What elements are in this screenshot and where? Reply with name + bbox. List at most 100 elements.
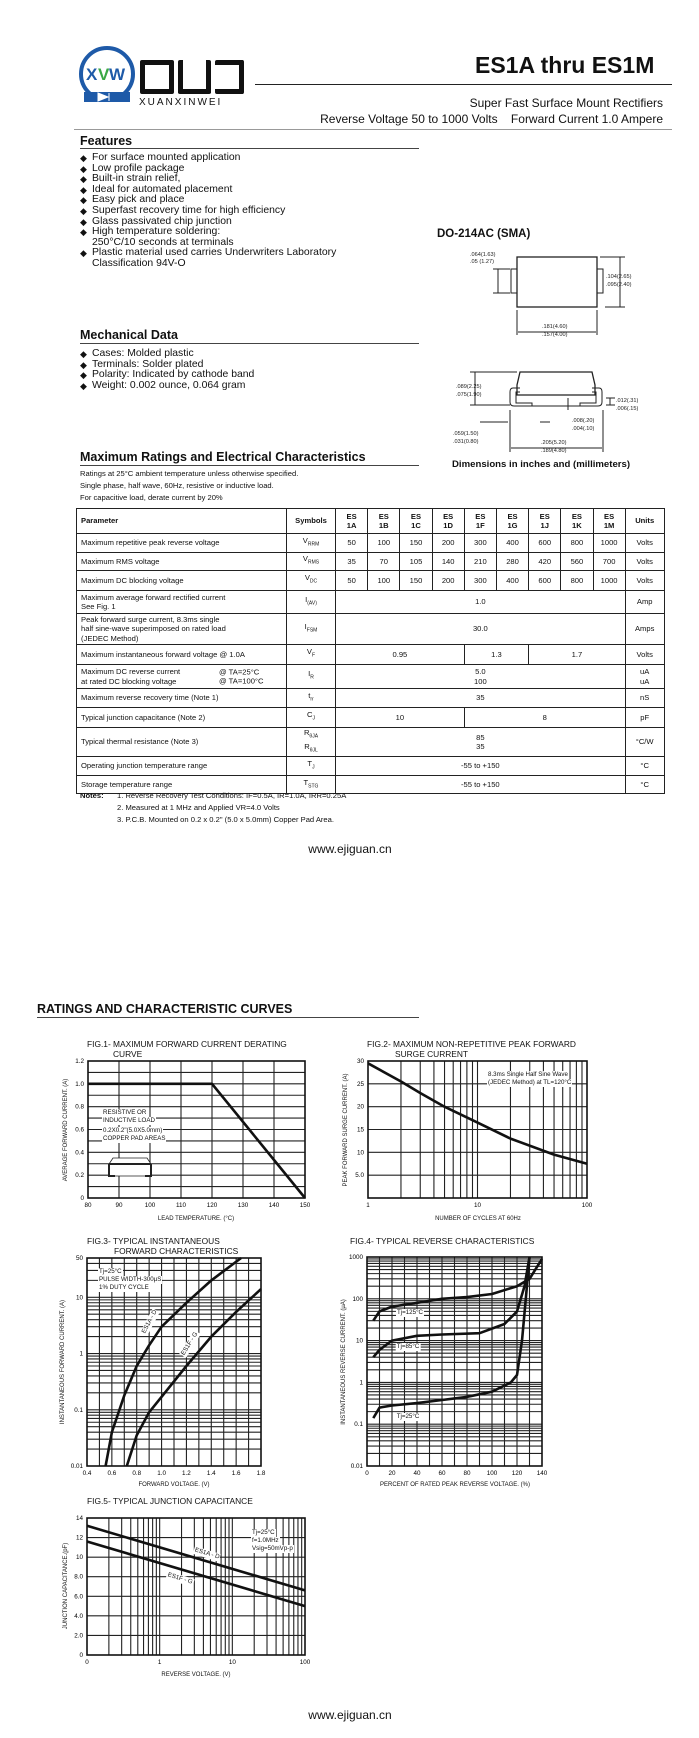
symbol: T <box>307 759 313 769</box>
x-tick-label: 110 <box>176 1202 187 1209</box>
curves-rule <box>37 1017 419 1018</box>
plot-frame <box>87 1060 306 1199</box>
ratings-condition: Single phase, half wave, 60Hz, resistive… <box>80 481 274 490</box>
list-item-text: Terminals: Solder plated <box>92 358 204 370</box>
symbol: t <box>308 690 311 700</box>
y-tick-label: 0 <box>79 1652 83 1659</box>
param-cell: Peak forward surge current, 8.3ms single… <box>76 613 287 645</box>
dim-label: .05 (1.27) <box>470 259 494 265</box>
param-text: Operating junction temperature range <box>81 761 208 771</box>
table-header-row: Parameter Symbols ES 1A ES 1B ES 1C ES 1D ES 1… <box>76 508 665 534</box>
y-tick-label: 0.6 <box>75 1127 84 1134</box>
bullet-icon: ◆ <box>80 195 87 206</box>
bullet-icon: ◆ <box>80 174 87 185</box>
features-rule <box>80 148 419 149</box>
x-tick-label: 60 <box>438 1470 446 1477</box>
ratings-condition: Ratings at 25°C ambient temperature unle… <box>80 469 299 478</box>
list-item: ◆ Weight: 0.002 ounce, 0.064 gram <box>80 379 254 392</box>
list-item: ◆ Low profile package <box>80 163 336 175</box>
list-item: ◆ For surface mounted application <box>80 152 336 164</box>
value-cell: 140 <box>431 552 465 571</box>
logo-mark: X <box>86 65 98 84</box>
symbol: R <box>304 742 310 752</box>
x-tick-label: 1.6 <box>232 1470 241 1477</box>
value-cell: 1000 <box>592 570 626 591</box>
symbol-cell: CJ <box>286 707 336 728</box>
plot-frame <box>86 1257 262 1467</box>
logo-cn-glyphs <box>140 60 245 94</box>
curves-heading: RATINGS AND CHARACTERISTIC CURVES <box>37 1002 293 1016</box>
header-device: ES 1K <box>560 508 594 534</box>
table-row: Maximum instantaneous forward voltage @ … <box>76 644 665 665</box>
y-tick-label: 0.01 <box>351 1463 364 1470</box>
x-tick-label: 140 <box>269 1202 280 1209</box>
list-item-text: Polarity: Indicated by cathode band <box>92 369 255 381</box>
symbol-subscript: (AV) <box>307 600 317 607</box>
x-axis-label: LEAD TEMPERATURE. (°C) <box>157 1216 235 1222</box>
symbol-cell: trr <box>286 688 336 708</box>
chart-2-plot: 1 10 100 5.0 10 15 20 25 30 <box>355 1058 593 1209</box>
y-tick-label: 0.1 <box>354 1421 363 1428</box>
symbol-subscript: FSM <box>306 627 318 634</box>
plot-frame <box>367 1060 588 1199</box>
list-item: ◆ Plastic material used carries Underwrit… <box>80 248 336 269</box>
symbol-subscript: RMS <box>307 560 320 566</box>
param-text: Maximum average forward rectified curren… <box>81 592 226 612</box>
ratings-rule <box>80 465 419 466</box>
value-cell: 100 <box>367 533 401 553</box>
header-rule <box>74 129 672 130</box>
dim-label: .064(1.63) <box>470 252 496 258</box>
x-tick-label: 1.0 <box>157 1470 166 1477</box>
param-text: Maximum DC reverse current at rated DC b… <box>81 667 181 686</box>
footer-site: www.ejiguan.cn <box>308 1708 392 1722</box>
table-row: Maximum average forward rectified curren… <box>76 590 665 614</box>
ratings-condition: For capacitive load, derate current by 2… <box>80 493 223 502</box>
chart-title: FORWARD CHARACTERISTICS <box>114 1246 239 1256</box>
dim-label: .059(1.50) <box>453 431 479 437</box>
company-logo: X V W <box>79 46 135 102</box>
dim-label: .004(.10) <box>572 426 595 432</box>
value-cell: 5.0 100 <box>335 664 626 689</box>
table-row: Typical thermal resistance (Note 3) RθJA R… <box>76 726 665 758</box>
y-axis-label: PEAK FORWARD SURGE CURRENT. (A) <box>343 1073 349 1187</box>
x-tick-label: 0 <box>85 1659 89 1666</box>
y-tick-label: 1.0 <box>75 1081 84 1088</box>
value-cell: 600 <box>528 570 562 591</box>
param-text: Maximum RMS voltage <box>81 556 160 566</box>
value-cell: 105 <box>399 552 433 571</box>
package-caption: Dimensions in inches and (millimeters) <box>452 459 631 470</box>
list-item: ◆ Polarity: Indicated by cathode band <box>80 369 255 381</box>
value-cell: 200 <box>431 570 465 591</box>
y-tick-label: 4.0 <box>74 1613 83 1620</box>
list-item: ◆ Cases: Molded plastic <box>80 348 254 360</box>
param-text: Typical thermal resistance (Note 3) <box>81 737 199 747</box>
y-tick-label: 10 <box>357 1149 365 1156</box>
x-tick-label: 120 <box>512 1470 523 1477</box>
chart-annotation: Tj=25°C <box>251 1529 276 1537</box>
mechanical-rule <box>80 343 419 344</box>
header-units: Units <box>624 508 665 534</box>
logo-text: XUANXINWEI <box>139 97 223 108</box>
unit-cell: °C <box>624 775 665 795</box>
value-cell: -55 to +150 <box>335 775 626 795</box>
x-tick-label: 150 <box>300 1202 311 1209</box>
bullet-icon: ◆ <box>80 349 87 359</box>
chart-3-plot: 0.4 0.6 0.8 1.0 1.2 1.4 1.6 1.8 0.01 0.1 1 10 50 <box>71 1255 266 1477</box>
param-cell: Maximum average forward rectified curren… <box>76 590 287 614</box>
chart-annotation: Tj=25°C <box>98 1268 123 1276</box>
y-tick-label: 1 <box>79 1351 83 1358</box>
y-tick-label: 0.8 <box>75 1104 84 1111</box>
x-tick-label: 90 <box>115 1202 123 1209</box>
x-tick-label: 0.8 <box>132 1470 141 1477</box>
bullet-icon: ◆ <box>80 227 87 238</box>
x-tick-label: 100 <box>145 1202 156 1209</box>
bullet-icon: ◆ <box>80 216 87 227</box>
param-cell: Maximum repetitive peak reverse voltage <box>76 533 287 553</box>
chart-title: SURGE CURRENT <box>395 1049 469 1059</box>
y-axis-label: INSTANTANEOUS REVERSE CURRENT. (µA) <box>341 1299 347 1425</box>
unit-cell: Amp <box>624 590 665 614</box>
table-row: Maximum RMS voltage VRMS 35 70 105 140 210 280 4… <box>76 552 665 571</box>
list-item-text: Weight: 0.002 ounce, 0.064 gram <box>92 379 246 391</box>
series-line-3 <box>372 1256 531 1419</box>
symbol-cell: VRMS <box>286 552 336 571</box>
